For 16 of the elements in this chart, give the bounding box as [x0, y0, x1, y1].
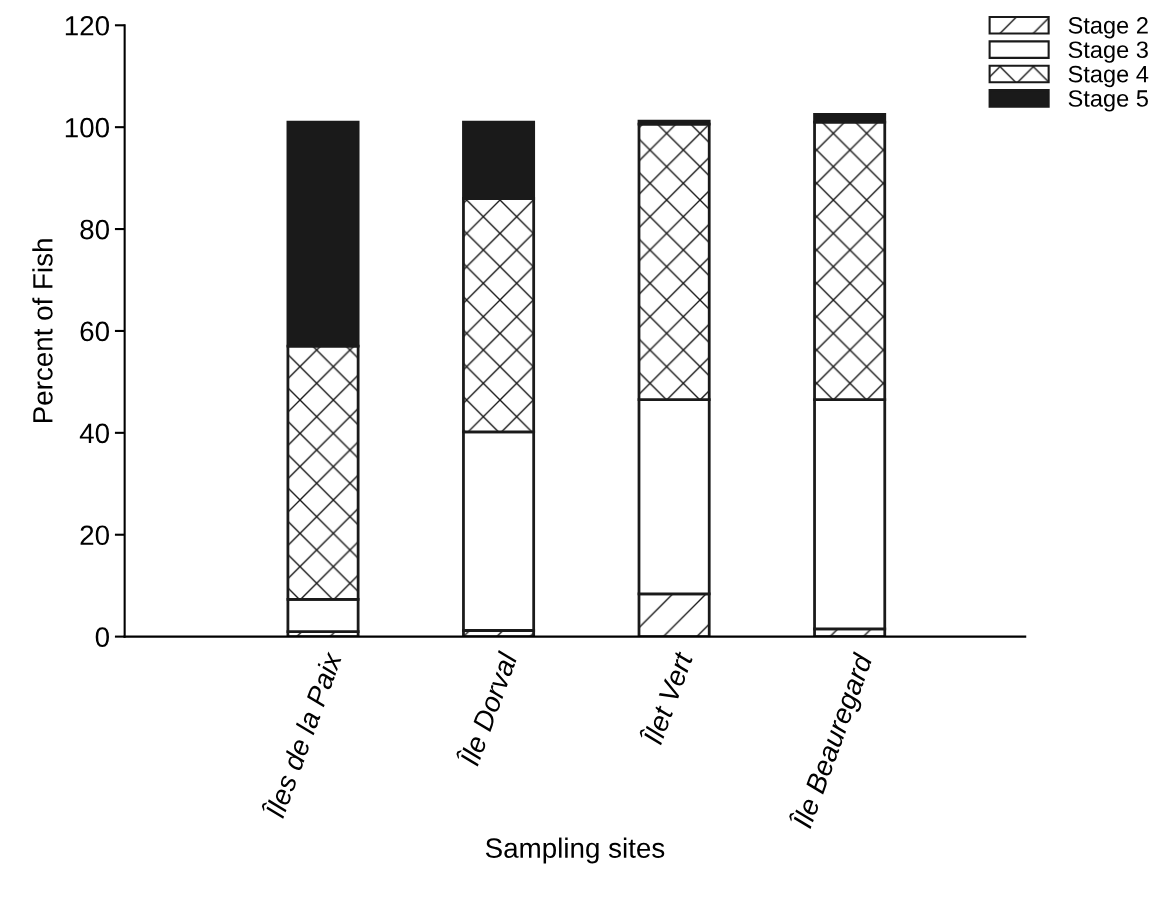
legend-label: Stage 3 — [1068, 41, 1148, 63]
x-tick-label: Îles de la Paix — [260, 648, 343, 819]
y-tick-label: 0 — [95, 627, 109, 647]
x-tick-label: Île Dorval — [454, 648, 518, 767]
x-tick-label: Îlet Vert — [638, 648, 694, 746]
legend-label: Stage 4 — [1068, 65, 1149, 88]
y-tick-label: 60 — [80, 321, 109, 342]
y-tick-label: 100 — [65, 117, 109, 138]
legend-label: Stage 2 — [1068, 17, 1148, 39]
x-axis-title: Sampling sites — [485, 837, 665, 864]
y-tick-label: 80 — [80, 219, 109, 240]
y-tick-label: 40 — [79, 423, 109, 444]
y-tick-label: 120 — [65, 15, 109, 36]
legend-label: Stage 5 — [1068, 90, 1148, 112]
y-tick-label: 20 — [80, 525, 109, 546]
y-axis-title: Percent of Fish — [32, 239, 53, 423]
